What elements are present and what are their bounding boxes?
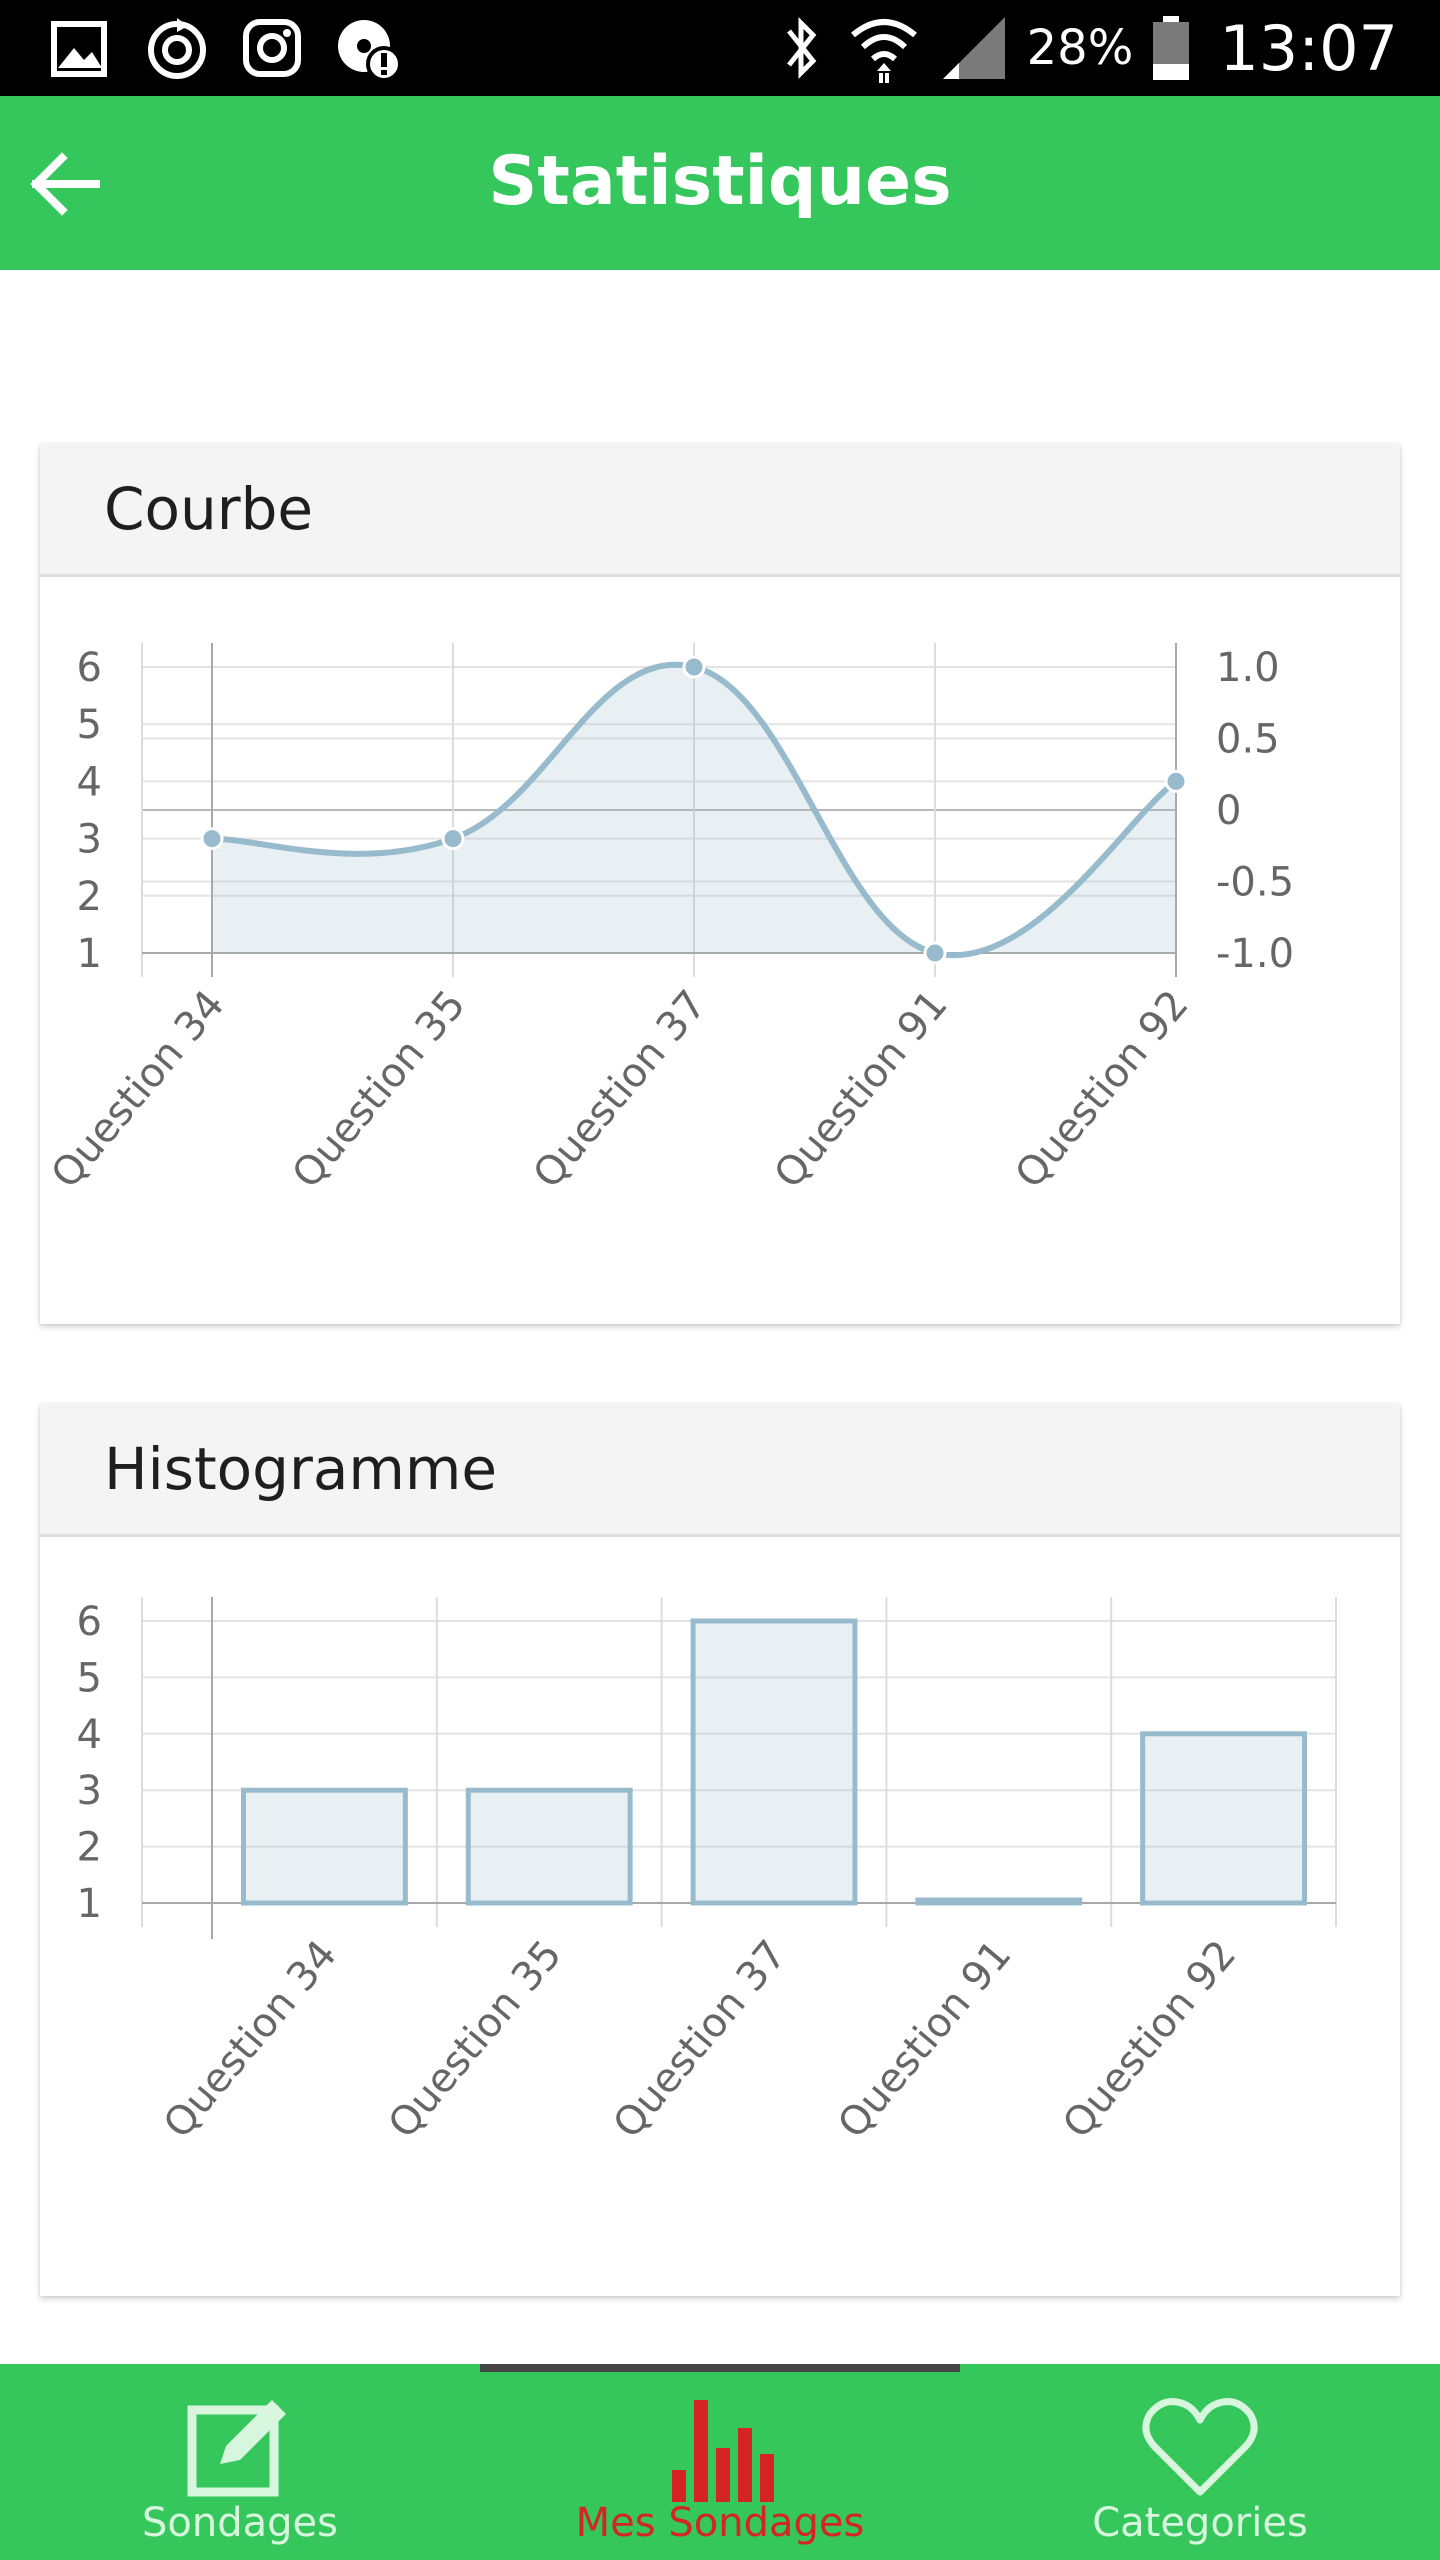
edit-icon	[187, 2400, 286, 2497]
x-tick-label: Question 91	[766, 982, 957, 1197]
bar	[1140, 1731, 1308, 1906]
card-title: Courbe	[104, 475, 314, 543]
sync-icon	[148, 18, 206, 79]
back-button[interactable]	[26, 144, 106, 224]
y-tick-label: 3	[77, 1768, 102, 1814]
bar	[240, 1787, 408, 1906]
arrow-left-icon	[30, 152, 100, 216]
instagram-icon	[243, 19, 301, 77]
bar-chart-icon	[672, 2400, 774, 2502]
battery-percent: 28%	[1026, 20, 1134, 76]
bar	[465, 1787, 633, 1906]
status-left-icons	[44, 14, 406, 82]
data-point	[682, 655, 706, 679]
series-line	[211, 661, 1178, 959]
data-point	[441, 827, 465, 851]
x-tick-label: Question 35	[284, 982, 475, 1197]
data-point	[200, 827, 224, 851]
status-right: 28% 13:07	[773, 0, 1398, 96]
disk-alert-icon	[338, 20, 402, 82]
wifi-icon	[850, 19, 917, 83]
y2-tick-label: 1.0	[1216, 645, 1280, 691]
y-tick-label: 5	[77, 1655, 102, 1701]
x-tick-label: Question 37	[525, 982, 716, 1197]
signal-icon	[942, 17, 1005, 79]
page-title: Statistiques	[488, 142, 952, 221]
nav-label: Sondages	[142, 2500, 338, 2546]
bluetooth-icon	[786, 16, 816, 80]
y-tick-label: 1	[77, 931, 102, 977]
y-tick-label: 5	[77, 702, 102, 748]
status-bar: 28% 13:07	[0, 0, 1440, 96]
heart-icon	[1142, 2398, 1258, 2496]
app-bar: Statistiques	[0, 96, 1440, 270]
bar	[690, 1618, 858, 1906]
line-chart-card: Courbe 6 5 4 3 2 1 1.0 0.5 0 -0.5 -1.0 Question 34 Q…	[40, 444, 1400, 1324]
y-tick-label: 4	[77, 759, 102, 805]
data-point	[923, 941, 947, 965]
bar-chart-card: Histogramme 6 5 4 3 2 1 Question 34 Question 35…	[40, 1404, 1400, 2296]
data-point	[1164, 769, 1188, 793]
y-tick-label: 1	[77, 1881, 102, 1927]
x-tick-label: Question 34	[155, 1932, 346, 2147]
x-tick-label: Question 92	[1054, 1932, 1245, 2147]
y2-tick-label: -1.0	[1216, 931, 1294, 977]
y-tick-label: 6	[77, 645, 102, 691]
x-tick-label: Question 35	[380, 1932, 571, 2147]
series-area	[212, 664, 1176, 956]
y2-tick-label: 0.5	[1216, 717, 1280, 763]
x-tick-label: Question 37	[605, 1932, 796, 2147]
clock: 13:07	[1219, 11, 1398, 85]
gallery-icon	[51, 21, 107, 77]
y2-tick-label: -0.5	[1216, 860, 1294, 906]
line-chart: 6 5 4 3 2 1 1.0 0.5 0 -0.5 -1.0 Question 34 Question…	[43, 643, 1294, 1197]
card-header: Histogramme	[40, 1404, 1400, 1537]
y-tick-label: 3	[77, 817, 102, 863]
y2-tick-label: 0	[1216, 788, 1241, 834]
nav-item-sondages[interactable]: Sondages	[0, 2364, 480, 2560]
bottom-navigation: Sondages Mes Sondages Categories	[0, 2364, 1440, 2560]
nav-label: Categories	[1092, 2500, 1308, 2546]
x-tick-label: Question 91	[829, 1932, 1020, 2147]
nav-item-mes-sondages[interactable]: Mes Sondages	[480, 2364, 960, 2560]
active-tab-indicator	[480, 2364, 960, 2372]
nav-label: Mes Sondages	[575, 2500, 865, 2546]
card-title: Histogramme	[104, 1435, 498, 1503]
y-tick-label: 4	[77, 1712, 102, 1758]
bar	[915, 1897, 1083, 1906]
y-tick-label: 2	[77, 1825, 102, 1871]
x-tick-label: Question 92	[1007, 982, 1198, 1197]
nav-item-categories[interactable]: Categories	[960, 2364, 1440, 2560]
y-tick-label: 6	[77, 1599, 102, 1645]
x-tick-label: Question 34	[43, 982, 234, 1197]
card-header: Courbe	[40, 444, 1400, 577]
y-tick-label: 2	[77, 874, 102, 920]
battery-icon	[1153, 16, 1190, 80]
